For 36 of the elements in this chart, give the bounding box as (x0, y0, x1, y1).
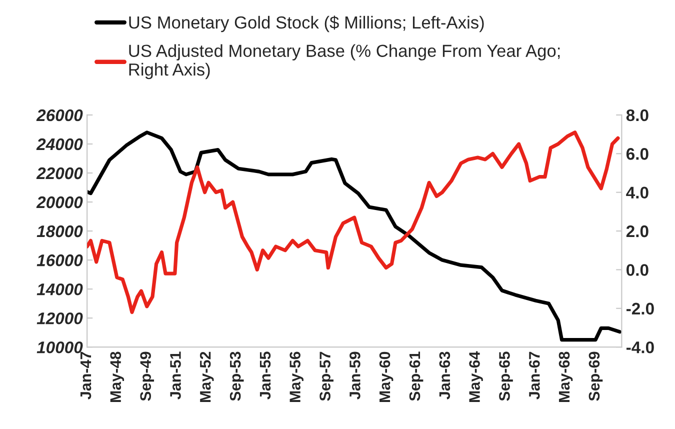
x-tick-label: Sep-53 (230, 352, 244, 401)
x-tick-label: Jan-59 (350, 352, 360, 400)
y2-tick-label: 4.0 (626, 186, 648, 199)
y-tick-label: 12000 (36, 312, 83, 324)
x-tick-label: Jan-63 (439, 352, 450, 400)
y2-tick-label: 6.0 (626, 148, 648, 160)
y-tick-label: 22000 (36, 167, 83, 180)
y-tick-label: 10000 (36, 341, 83, 354)
x-tick-label: Sep-49 (140, 352, 154, 401)
y-tick-label: 26000 (36, 109, 83, 122)
y-tick-label: 24000 (36, 138, 83, 150)
y-tick-label: 14000 (36, 283, 83, 296)
legend-label: US Adjusted Monetary Base (% Change From Year Ago; Right Axis) (129, 44, 560, 80)
y-tick-label: 18000 (36, 225, 83, 238)
x-tick-label: May-56 (290, 352, 304, 402)
x-tick-label: Sep-65 (499, 352, 513, 401)
y-tick-label: 20000 (36, 196, 83, 208)
y2-tick-label: -4.0 (626, 341, 654, 354)
y2-tick-label: 0.0 (626, 264, 648, 276)
x-tick-label: Jan-55 (260, 352, 271, 400)
y2-tick-label: -2.0 (626, 302, 654, 315)
y-tick-label: 16000 (36, 254, 83, 266)
x-tick-label: Sep-69 (588, 352, 603, 401)
x-tick-label: May-48 (110, 352, 124, 402)
x-tick-label: May-52 (200, 352, 214, 402)
x-tick-label: May-68 (558, 352, 573, 402)
legend-label: US Monetary Gold Stock ($ Millions; Left-Axis) (129, 16, 484, 32)
x-tick-label: May-64 (469, 351, 483, 402)
y2-tick-label: 2.0 (626, 225, 648, 238)
y2-tick-label: 8.0 (626, 109, 648, 122)
x-tick-label: May-60 (379, 352, 394, 402)
x-tick-label: Jan-47 (80, 352, 92, 400)
x-tick-label: Sep-57 (320, 352, 334, 401)
x-tick-label: Sep-61 (409, 352, 424, 401)
x-tick-label: Jan-67 (528, 352, 540, 400)
x-tick-label: Jan-51 (170, 352, 181, 400)
